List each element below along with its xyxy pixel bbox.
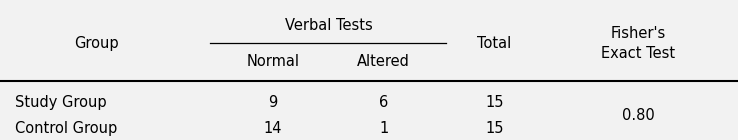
Text: Control Group: Control Group — [15, 121, 117, 136]
Text: Total: Total — [477, 36, 511, 51]
Text: 1: 1 — [379, 121, 388, 136]
Text: Group: Group — [74, 36, 118, 51]
Text: 9: 9 — [269, 95, 277, 110]
Text: Study Group: Study Group — [15, 95, 106, 110]
Text: Verbal Tests: Verbal Tests — [285, 18, 372, 33]
Text: 14: 14 — [263, 121, 283, 136]
Text: Normal: Normal — [246, 54, 300, 69]
Text: 15: 15 — [485, 121, 504, 136]
Text: Fisher's
Exact Test: Fisher's Exact Test — [601, 26, 675, 61]
Text: Altered: Altered — [357, 54, 410, 69]
Text: 15: 15 — [485, 95, 504, 110]
Text: 6: 6 — [379, 95, 388, 110]
Text: 0.80: 0.80 — [622, 108, 655, 123]
